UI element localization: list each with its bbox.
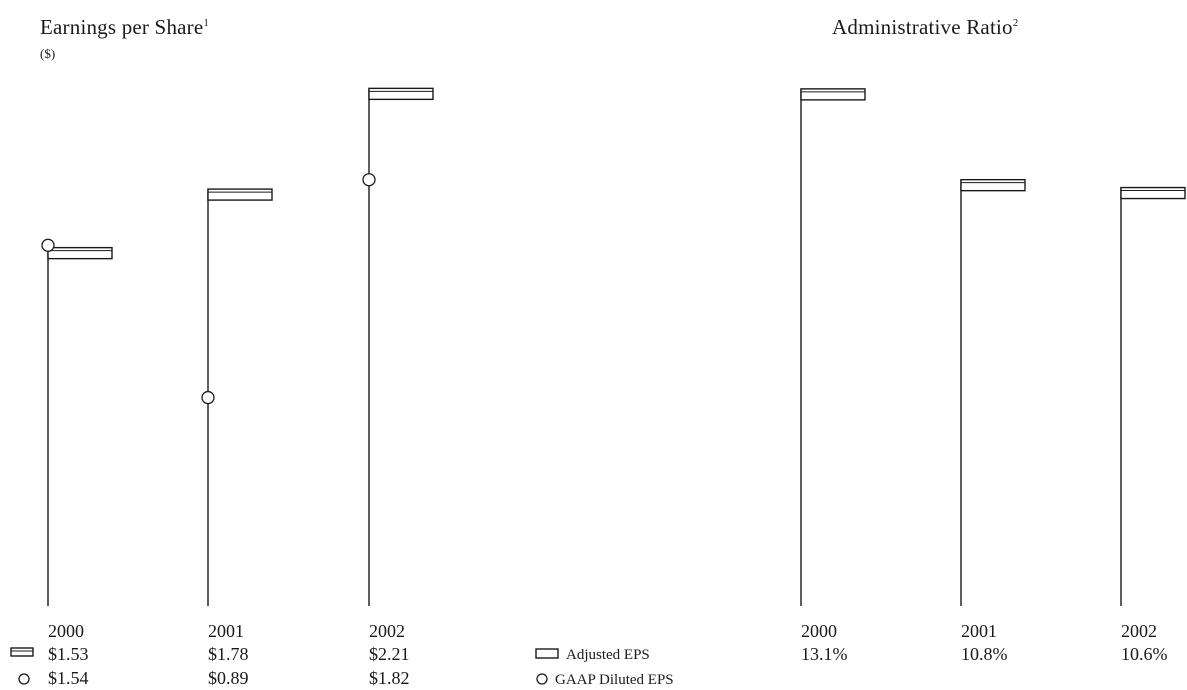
- admin-ratio-chart-marks: 2000 13.1% 2001 10.8% 2002 10.6%: [800, 88, 1186, 664]
- eps-chart-marks: 2000 $1.53 $1.54 2001 $1.78 $0.89 2002 $2.21 $1.…: [10, 87, 434, 688]
- legend-label-gaap-eps: GAAP Diluted EPS: [555, 672, 674, 688]
- gaap-point-2000: [41, 238, 55, 252]
- legend-flag-marker: [535, 648, 559, 659]
- eps-chart-title: Earnings per Share1: [40, 15, 209, 39]
- legend-label-adjusted-eps: Adjusted EPS: [566, 647, 650, 663]
- gaap-point-2002: [362, 173, 376, 187]
- admin-ratio-chart-title: Administrative Ratio2: [832, 15, 1018, 39]
- flag-2002: [1120, 186, 1186, 200]
- eps-title-footnote: 1: [203, 17, 209, 29]
- eps-chart-subtitle: ($): [40, 46, 55, 61]
- legend: Adjusted EPS GAAP Diluted EPS: [535, 647, 674, 688]
- flag-value-label-2000: $1.53: [48, 644, 89, 664]
- legend-circle-marker: [536, 673, 548, 685]
- circle-value-label-2001: $0.89: [208, 668, 249, 688]
- category-label-2001: 2001: [208, 621, 244, 641]
- category-label-2001: 2001: [961, 621, 997, 641]
- flag-value-label-2000: 13.1%: [801, 644, 848, 664]
- circle-value-label-2000: $1.54: [48, 668, 89, 688]
- flag-value-label-2001: $1.78: [208, 644, 249, 664]
- admin-title-footnote: 2: [1013, 17, 1019, 29]
- circle-value-label-2002: $1.82: [369, 668, 410, 688]
- row-key-flag-icon: [10, 647, 34, 657]
- flag-value-label-2002: $2.21: [369, 644, 410, 664]
- flag-2000: [800, 88, 866, 101]
- flag-2001: [960, 178, 1026, 192]
- category-label-2002: 2002: [369, 621, 405, 641]
- flag-2001: [207, 188, 273, 201]
- legend-item-gaap-eps: GAAP Diluted EPS: [536, 672, 674, 688]
- category-label-2002: 2002: [1121, 621, 1157, 641]
- flag-2002: [368, 87, 434, 101]
- category-label-2000: 2000: [801, 621, 837, 641]
- flag-2000: [47, 246, 113, 260]
- category-label-2000: 2000: [48, 621, 84, 641]
- flag-value-label-2001: 10.8%: [961, 644, 1008, 664]
- flag-value-label-2002: 10.6%: [1121, 644, 1168, 664]
- row-key-circle-icon: [18, 673, 30, 685]
- legend-item-adjusted-eps: Adjusted EPS: [535, 647, 650, 663]
- gaap-point-2001: [201, 390, 215, 405]
